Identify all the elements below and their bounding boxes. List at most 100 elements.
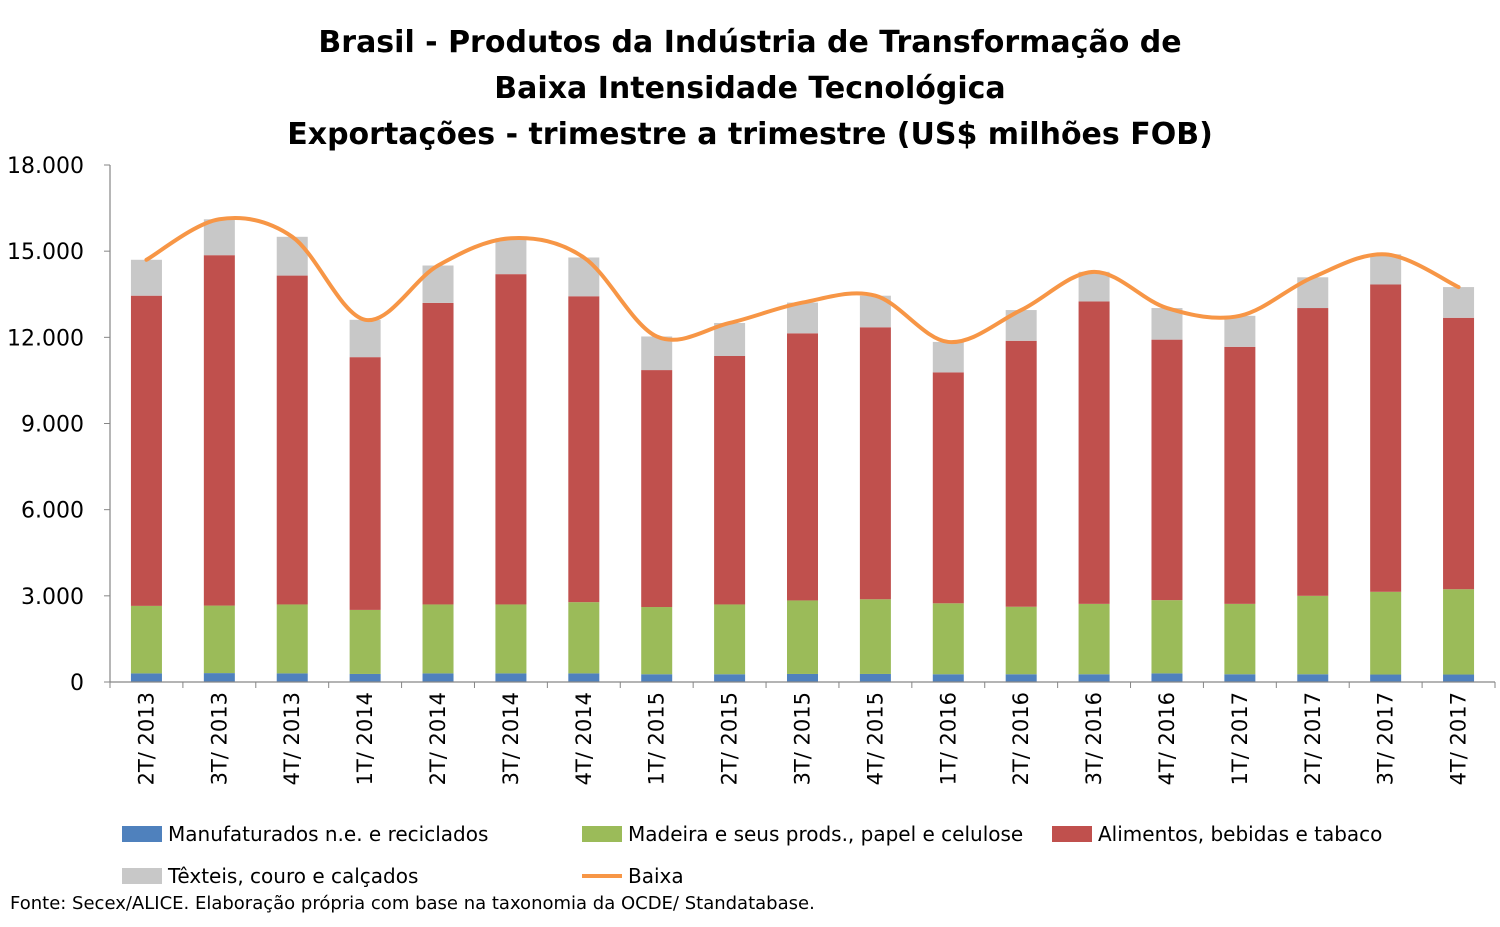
y-tick-label: 3.000 [21, 585, 84, 610]
x-tick-label: 1T/ 2015 [645, 692, 669, 785]
y-tick-label: 12.000 [7, 326, 84, 351]
x-tick-label: 3T/ 2014 [499, 692, 523, 785]
legend-label: Alimentos, bebidas e tabaco [1098, 822, 1382, 846]
bar-segment [1297, 595, 1329, 675]
bar-segment [1151, 339, 1183, 601]
x-tick-label: 4T/ 2016 [1155, 692, 1179, 785]
bar-segment [130, 259, 162, 296]
bar-segment [641, 370, 673, 608]
bar-segment [787, 673, 818, 682]
x-tick-label: 3T/ 2013 [207, 692, 231, 785]
bar-segment [1370, 284, 1402, 592]
x-tick-label: 1T/ 2014 [353, 692, 377, 785]
x-tick-label: 1T/ 2017 [1228, 692, 1252, 785]
bar-segment [203, 255, 235, 606]
chart-title-line-3: Exportações - trimestre a trimestre (US$… [287, 117, 1213, 152]
bar-segment [276, 604, 308, 674]
x-tick-label: 2T/ 2014 [426, 692, 450, 785]
bar-segment [787, 302, 818, 334]
bar-segment [641, 336, 673, 371]
bar-segment [641, 607, 673, 675]
x-tick-label: 3T/ 2017 [1374, 692, 1398, 785]
legend-swatch [582, 826, 622, 842]
bar-segment [568, 257, 600, 297]
bar-segment [1151, 600, 1183, 674]
bar-segment [932, 674, 964, 682]
bar-segment [422, 673, 454, 682]
bar-segment [349, 319, 381, 358]
bar-segment [1297, 308, 1329, 596]
bar-segment [495, 274, 527, 605]
bar-segment [641, 674, 673, 682]
bar-segment [1443, 317, 1475, 590]
bar-segment [1370, 254, 1402, 285]
legend-label: Madeira e seus prods., papel e celulose [628, 822, 1023, 846]
bar-segment [1151, 673, 1183, 682]
bar-segment [203, 605, 235, 674]
bar-segment [1005, 340, 1037, 607]
y-tick-label: 18.000 [7, 154, 84, 179]
legend: Manufaturados n.e. e reciclados Madeira e… [122, 822, 1382, 888]
bar-segment [203, 673, 235, 682]
bar-segment [1224, 346, 1256, 604]
bar-segment [276, 236, 308, 276]
bar-segment [787, 600, 818, 674]
chart-title: Brasil - Produtos da Indústria de Transf… [0, 20, 1500, 158]
bar-segment [714, 604, 746, 675]
bar-segment [1078, 603, 1110, 675]
bar-segment [1370, 674, 1402, 682]
x-tick-label: 2T/ 2016 [1009, 692, 1033, 785]
x-tick-label: 3T/ 2016 [1082, 692, 1106, 785]
bar-segment [932, 372, 964, 604]
bar-segment [1078, 674, 1110, 682]
bar-segment [276, 673, 308, 682]
bar-segment [714, 356, 746, 605]
bar-segment [1005, 674, 1037, 682]
plot-area: 0 3.000 6.000 9.000 12.000 15.000 18.000 2T/ 20… [7, 154, 1496, 785]
source-note: Fonte: Secex/ALICE. Elaboração própria c… [10, 893, 815, 914]
bar-segment [1370, 591, 1402, 675]
bar-segment [276, 275, 308, 605]
bar-segment [130, 605, 162, 674]
bar-segment [1224, 603, 1256, 675]
x-tick-label: 2T/ 2017 [1301, 692, 1325, 785]
x-tick-label: 2T/ 2013 [134, 692, 158, 785]
bar-segment [1443, 287, 1475, 318]
chart-title-line-2: Baixa Intensidade Tecnológica [494, 71, 1006, 106]
series-line-baixa [144, 216, 1461, 344]
bar-segment [495, 604, 527, 674]
bar-segment [349, 673, 381, 682]
y-tick-label: 6.000 [21, 499, 84, 524]
bar-segment [714, 674, 746, 682]
y-tick-label: 9.000 [21, 413, 84, 438]
legend-swatch [122, 868, 162, 884]
bar-segment [349, 609, 381, 674]
bar-segment [1224, 315, 1256, 347]
bar-segment [1224, 674, 1256, 682]
bar-segment [859, 673, 891, 682]
bar-segment [568, 602, 600, 674]
legend-label: Baixa [628, 864, 684, 888]
bar-segment [422, 302, 454, 605]
y-tick-label: 0 [70, 671, 84, 696]
bar-segment [714, 322, 746, 357]
x-tick-label: 2T/ 2015 [718, 692, 742, 785]
x-tick-label: 1T/ 2016 [936, 692, 960, 785]
bar-segment [932, 603, 964, 675]
chart-title-line-1: Brasil - Produtos da Indústria de Transf… [318, 25, 1182, 60]
x-tick-label: 4T/ 2014 [572, 692, 596, 785]
bar-segment [1151, 308, 1183, 340]
bar-segment [568, 673, 600, 682]
bar-segment [1078, 271, 1110, 302]
y-tick-label: 15.000 [7, 240, 84, 265]
legend-label: Manufaturados n.e. e reciclados [168, 822, 488, 846]
bar-segment [932, 341, 964, 373]
bar-segment [787, 333, 818, 601]
bar-segment [568, 296, 600, 603]
x-tick-label: 3T/ 2015 [791, 692, 815, 785]
legend-swatch [1052, 826, 1092, 842]
bar-segment [1443, 674, 1475, 682]
bar-segment [203, 219, 235, 256]
x-tick-label: 4T/ 2015 [863, 692, 887, 785]
